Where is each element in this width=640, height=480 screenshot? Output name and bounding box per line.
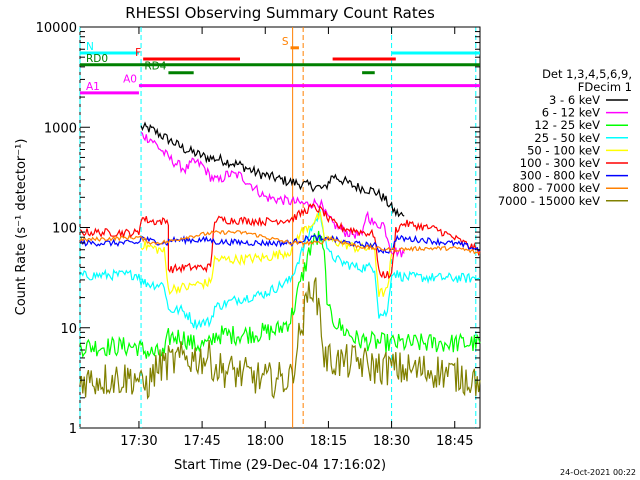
series-group (79, 121, 481, 400)
legend-label-4: 50 - 100 keV (527, 143, 600, 157)
y-tick-label-4: 10000 (36, 21, 77, 36)
y-tick-label-3: 1000 (44, 121, 77, 136)
y-tick-label-0: 1 (69, 422, 77, 437)
legend-label-8: 7000 - 15000 keV (498, 194, 600, 208)
legend-label-1: 6 - 12 keV (542, 106, 600, 120)
y-tick-label-1: 10 (60, 322, 77, 337)
flag-label-rd4: RD4 (144, 61, 166, 73)
flag-label-n: N (86, 41, 94, 53)
x-tick-label-4: 18:30 (373, 434, 410, 449)
legend-label-5: 100 - 300 keV (520, 156, 600, 170)
flag-label-rd0: RD0 (86, 53, 108, 65)
series-line-0 (140, 121, 405, 218)
x-tick-label-5: 18:45 (436, 434, 473, 449)
flag-label-s: S (282, 36, 289, 48)
y-tick-label-2: 100 (52, 222, 77, 237)
x-tick-label-2: 18:00 (247, 434, 284, 449)
series-line-2 (79, 230, 481, 359)
legend-label-2: 12 - 25 keV (534, 118, 600, 132)
legend-header-0: Det 1,3,4,5,6,9, (542, 67, 632, 81)
flag-label-a1: A1 (86, 81, 100, 93)
flag-bars: N S F RD0 RD4 A0 A1 (80, 36, 480, 95)
y-axis-label: Count Rate (s⁻¹ detector⁻¹) (14, 139, 29, 316)
series-line-3 (79, 209, 481, 331)
y-axis-ticks: 1 10 100 1000 10000 (36, 21, 480, 437)
legend-label-0: 3 - 6 keV (549, 93, 600, 107)
series-line-5 (79, 203, 481, 280)
legend-label-6: 300 - 800 keV (520, 169, 600, 183)
x-axis-label: Start Time (29-Dec-04 17:16:02) (174, 458, 386, 473)
series-line-8 (79, 277, 481, 400)
x-axis-ticks: 17:30 17:45 18:00 18:15 18:30 18:45 (120, 27, 473, 449)
x-tick-label-1: 17:45 (183, 434, 220, 449)
timestamp-label: 24-Oct-2021 00:22 (560, 468, 636, 477)
legend-label-3: 25 - 50 keV (534, 131, 600, 145)
legend-header-1: FDecim 1 (578, 80, 632, 94)
legend-label-7: 800 - 7000 keV (512, 181, 600, 195)
chart-title: RHESSI Observing Summary Count Rates (125, 4, 435, 22)
series-line-4 (140, 211, 393, 297)
series-line-7 (79, 230, 481, 255)
flag-label-f: F (135, 47, 141, 59)
x-tick-label-3: 18:15 (310, 434, 347, 449)
x-tick-label-0: 17:30 (120, 434, 157, 449)
flag-label-a0: A0 (123, 74, 137, 86)
